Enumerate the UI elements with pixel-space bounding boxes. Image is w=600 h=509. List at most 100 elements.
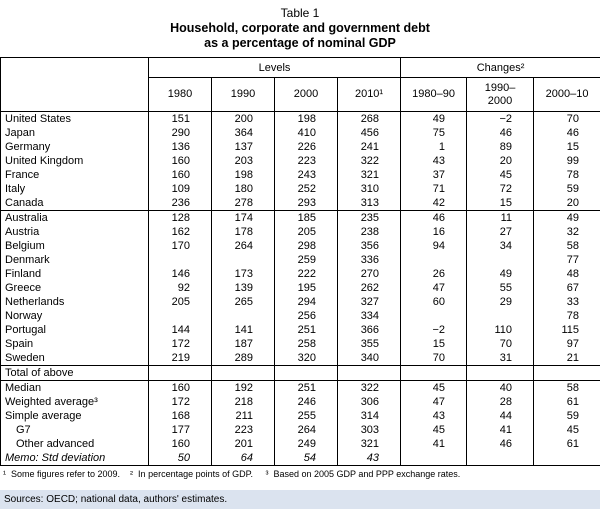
cell-value: 203 bbox=[211, 154, 275, 168]
sources-bar: Sources: OECD; national data, authors' e… bbox=[0, 490, 600, 509]
row-label: Greece bbox=[5, 282, 42, 294]
cell-value: 26 bbox=[400, 267, 467, 281]
cell-value: 77 bbox=[533, 253, 600, 267]
cell-value: −2 bbox=[466, 111, 534, 126]
cell-value bbox=[466, 253, 534, 267]
cell-value: 28 bbox=[466, 395, 534, 409]
cell-value: 47 bbox=[400, 281, 467, 295]
table-group-1: Australia 128 174 185 235 46 11 49 Austria 162 178… bbox=[0, 210, 600, 366]
cell-value: 320 bbox=[274, 351, 338, 366]
cell-value: 78 bbox=[533, 309, 600, 323]
cell-value: 198 bbox=[274, 111, 338, 126]
table-group-3: Median 160 192 251 322 45 40 58 Weighted average… bbox=[0, 380, 600, 466]
cell-value: 40 bbox=[466, 380, 534, 395]
cell-value: 49 bbox=[466, 267, 534, 281]
cell-value: 54 bbox=[274, 451, 338, 466]
cell-value: 15 bbox=[533, 140, 600, 154]
cell-value: 46 bbox=[466, 126, 534, 140]
cell-value: 294 bbox=[274, 295, 338, 309]
year-header-row: 1980 1990 2000 2010¹ 1980–90 1990– 2000 … bbox=[1, 77, 600, 112]
table-row: Italy 109 180 252 310 71 72 59 bbox=[1, 182, 600, 196]
row-label: Austria bbox=[5, 226, 40, 238]
cell-value: 60 bbox=[400, 295, 467, 309]
cell-value: 41 bbox=[466, 423, 534, 437]
cell-value: 262 bbox=[336, 281, 401, 295]
footnotes: ¹ Some figures refer to 2009. ² In perce… bbox=[3, 469, 461, 479]
cell-value bbox=[148, 365, 212, 381]
cell-value: 205 bbox=[274, 225, 338, 239]
cell-value: 205 bbox=[148, 295, 212, 309]
row-label: Memo: Std deviation bbox=[5, 452, 106, 464]
cell-value: 192 bbox=[211, 380, 275, 395]
row-label: United Kingdom bbox=[5, 155, 84, 167]
cell-value: 55 bbox=[466, 281, 534, 295]
cell-value: 89 bbox=[466, 140, 534, 154]
cell-value: 170 bbox=[148, 239, 212, 253]
cell-value: 43 bbox=[400, 409, 467, 423]
table-title-line1: Household, corporate and government debt bbox=[170, 21, 430, 35]
cell-value: 364 bbox=[211, 126, 275, 140]
cell-value: 49 bbox=[400, 111, 467, 126]
cell-value: 21 bbox=[533, 351, 600, 366]
cell-value: 223 bbox=[211, 423, 275, 437]
column-group-row: Levels Changes² bbox=[0, 57, 600, 112]
cell-value bbox=[336, 365, 401, 381]
col-group-levels: Levels bbox=[147, 57, 401, 78]
cell-value: 71 bbox=[400, 182, 467, 196]
table-row: Portugal 144 141 251 366 −2 110 115 bbox=[1, 323, 600, 337]
row-label: Total of above bbox=[5, 367, 74, 379]
cell-value: 78 bbox=[533, 168, 600, 182]
cell-value: 151 bbox=[148, 111, 212, 126]
cell-value: 241 bbox=[336, 140, 401, 154]
cell-value bbox=[400, 451, 467, 466]
cell-value: 219 bbox=[148, 351, 212, 366]
col-group-changes: Changes² bbox=[400, 57, 600, 78]
table-row: G7 177 223 264 303 45 41 45 bbox=[1, 423, 600, 437]
cell-value: 43 bbox=[400, 154, 467, 168]
cell-value: 16 bbox=[400, 225, 467, 239]
cell-value: 255 bbox=[274, 409, 338, 423]
row-label: Spain bbox=[5, 338, 34, 350]
table-title-block: Table 1 Household, corporate and governm… bbox=[0, 0, 600, 51]
cell-value: 33 bbox=[533, 295, 600, 309]
cell-value: 289 bbox=[211, 351, 275, 366]
cell-value: 293 bbox=[274, 196, 338, 211]
cell-value: 59 bbox=[533, 409, 600, 423]
cell-value: 290 bbox=[148, 126, 212, 140]
cell-value: 58 bbox=[533, 380, 600, 395]
cell-value: 59 bbox=[533, 182, 600, 196]
corner-cell bbox=[0, 57, 149, 112]
cell-value bbox=[533, 451, 600, 466]
table-number: Table 1 bbox=[280, 6, 320, 20]
cell-value: 37 bbox=[400, 168, 467, 182]
cell-value: 259 bbox=[274, 253, 338, 267]
cell-value: 200 bbox=[211, 111, 275, 126]
table-row: Belgium 170 264 298 356 94 34 58 bbox=[1, 239, 600, 253]
cell-value: 264 bbox=[211, 239, 275, 253]
cell-value: 160 bbox=[148, 154, 212, 168]
cell-value: 298 bbox=[274, 239, 338, 253]
table-row: United States 151 200 198 268 49 −2 70 bbox=[1, 111, 600, 126]
cell-value: 211 bbox=[211, 409, 275, 423]
cell-value bbox=[466, 365, 534, 381]
cell-value: 246 bbox=[274, 395, 338, 409]
table-row: Simple average 168 211 255 314 43 44 59 bbox=[1, 409, 600, 423]
cell-value: 173 bbox=[211, 267, 275, 281]
cell-value: 235 bbox=[336, 210, 401, 225]
cell-value: 258 bbox=[274, 337, 338, 351]
cell-value: 46 bbox=[400, 210, 467, 225]
cell-value: 226 bbox=[274, 140, 338, 154]
cell-value: 75 bbox=[400, 126, 467, 140]
cell-value: 15 bbox=[400, 337, 467, 351]
table-row: Norway 256 334 78 bbox=[1, 309, 600, 323]
col-header-1980-90: 1980–90 bbox=[400, 77, 467, 112]
row-label: Netherlands bbox=[5, 296, 65, 308]
cell-value: 340 bbox=[336, 351, 401, 366]
cell-value bbox=[211, 253, 275, 267]
cell-value: 236 bbox=[148, 196, 212, 211]
row-label: Finland bbox=[5, 268, 42, 280]
row-label: Italy bbox=[5, 183, 26, 195]
cell-value: 336 bbox=[336, 253, 401, 267]
cell-value: 146 bbox=[148, 267, 212, 281]
